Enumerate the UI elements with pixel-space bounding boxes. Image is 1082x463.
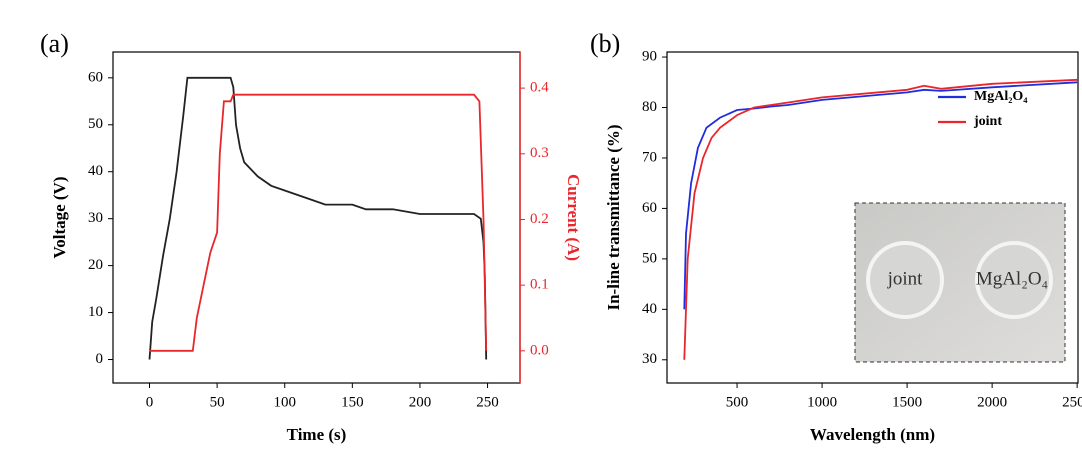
- x-tick-label: 2000: [977, 394, 1007, 410]
- plot-frame: [666, 51, 1079, 384]
- plot-frame: [112, 51, 521, 384]
- x-axis-label: Wavelength (nm): [810, 425, 935, 444]
- legend-label: MgAl₂O₄: [974, 89, 1028, 104]
- data-line: [148, 76, 488, 360]
- y2-tick-label: 0.3: [530, 145, 549, 161]
- x-tick-label: 250: [476, 394, 499, 410]
- x-tick-label: 0: [146, 394, 154, 410]
- x-tick-label: 100: [273, 394, 296, 410]
- inset-label: joint: [887, 268, 924, 289]
- y-tick-label: 0: [96, 351, 104, 367]
- y2-axis-label: Current (A): [564, 174, 583, 261]
- y-tick-label: 40: [642, 301, 657, 317]
- y-axis-label: In-line transmittance (%): [604, 124, 623, 310]
- y-tick-label: 70: [642, 149, 657, 165]
- data-line: [149, 93, 488, 352]
- y-tick-label: 20: [88, 257, 103, 273]
- y-tick-label: 60: [88, 69, 103, 85]
- x-tick-label: 1500: [892, 394, 922, 410]
- x-tick-label: 200: [409, 394, 432, 410]
- y-tick-label: 30: [88, 210, 103, 226]
- y2-tick-label: 0.4: [530, 80, 549, 96]
- panel-label: (a): [40, 29, 69, 58]
- y2-tick-label: 0.1: [530, 277, 549, 293]
- y-tick-label: 50: [642, 250, 657, 266]
- series-group: [148, 76, 488, 360]
- panel-label: (b): [590, 29, 620, 58]
- data-line: [683, 81, 1078, 310]
- x-tick-label: 1000: [807, 394, 837, 410]
- y-tick-label: 80: [642, 99, 657, 115]
- x-tick-label: 150: [341, 394, 364, 410]
- y2-tick-label: 0.2: [530, 211, 549, 227]
- legend-label: joint: [973, 114, 1002, 129]
- sample-disc: [975, 241, 1053, 319]
- y-tick-label: 60: [642, 200, 657, 216]
- x-tick-label: 50: [210, 394, 225, 410]
- y-tick-label: 30: [642, 351, 657, 367]
- y-tick-label: 40: [88, 163, 103, 179]
- y-tick-label: 10: [88, 304, 103, 320]
- series-group: [683, 78, 1078, 360]
- sample-disc: [866, 241, 944, 319]
- y-tick-label: 50: [88, 116, 103, 132]
- y-axis-label: Voltage (V): [50, 177, 69, 259]
- x-tick-label: 500: [726, 394, 749, 410]
- x-axis-label: Time (s): [287, 425, 347, 444]
- inset-photo: joint MgAl₂O₄: [854, 202, 1066, 363]
- y-tick-label: 90: [642, 48, 657, 64]
- y2-tick-label: 0.0: [530, 342, 549, 358]
- inset-label: MgAl₂O₄: [976, 268, 1048, 289]
- data-line: [683, 78, 1078, 360]
